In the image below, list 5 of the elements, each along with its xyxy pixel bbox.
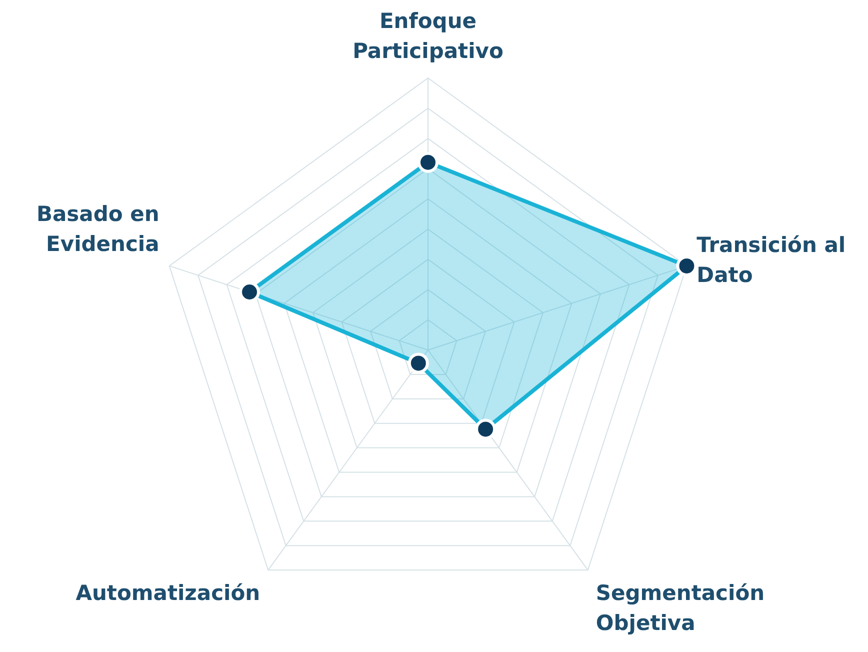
spoke-label: Enfoque Participativo	[352, 9, 504, 63]
spoke-label: Automatización	[76, 581, 260, 606]
spoke-label: Basado en Evidencia	[36, 202, 160, 256]
spoke-label: Segmentación Objetiva	[596, 581, 765, 636]
spoke-label: Transición al Dato	[696, 232, 846, 287]
